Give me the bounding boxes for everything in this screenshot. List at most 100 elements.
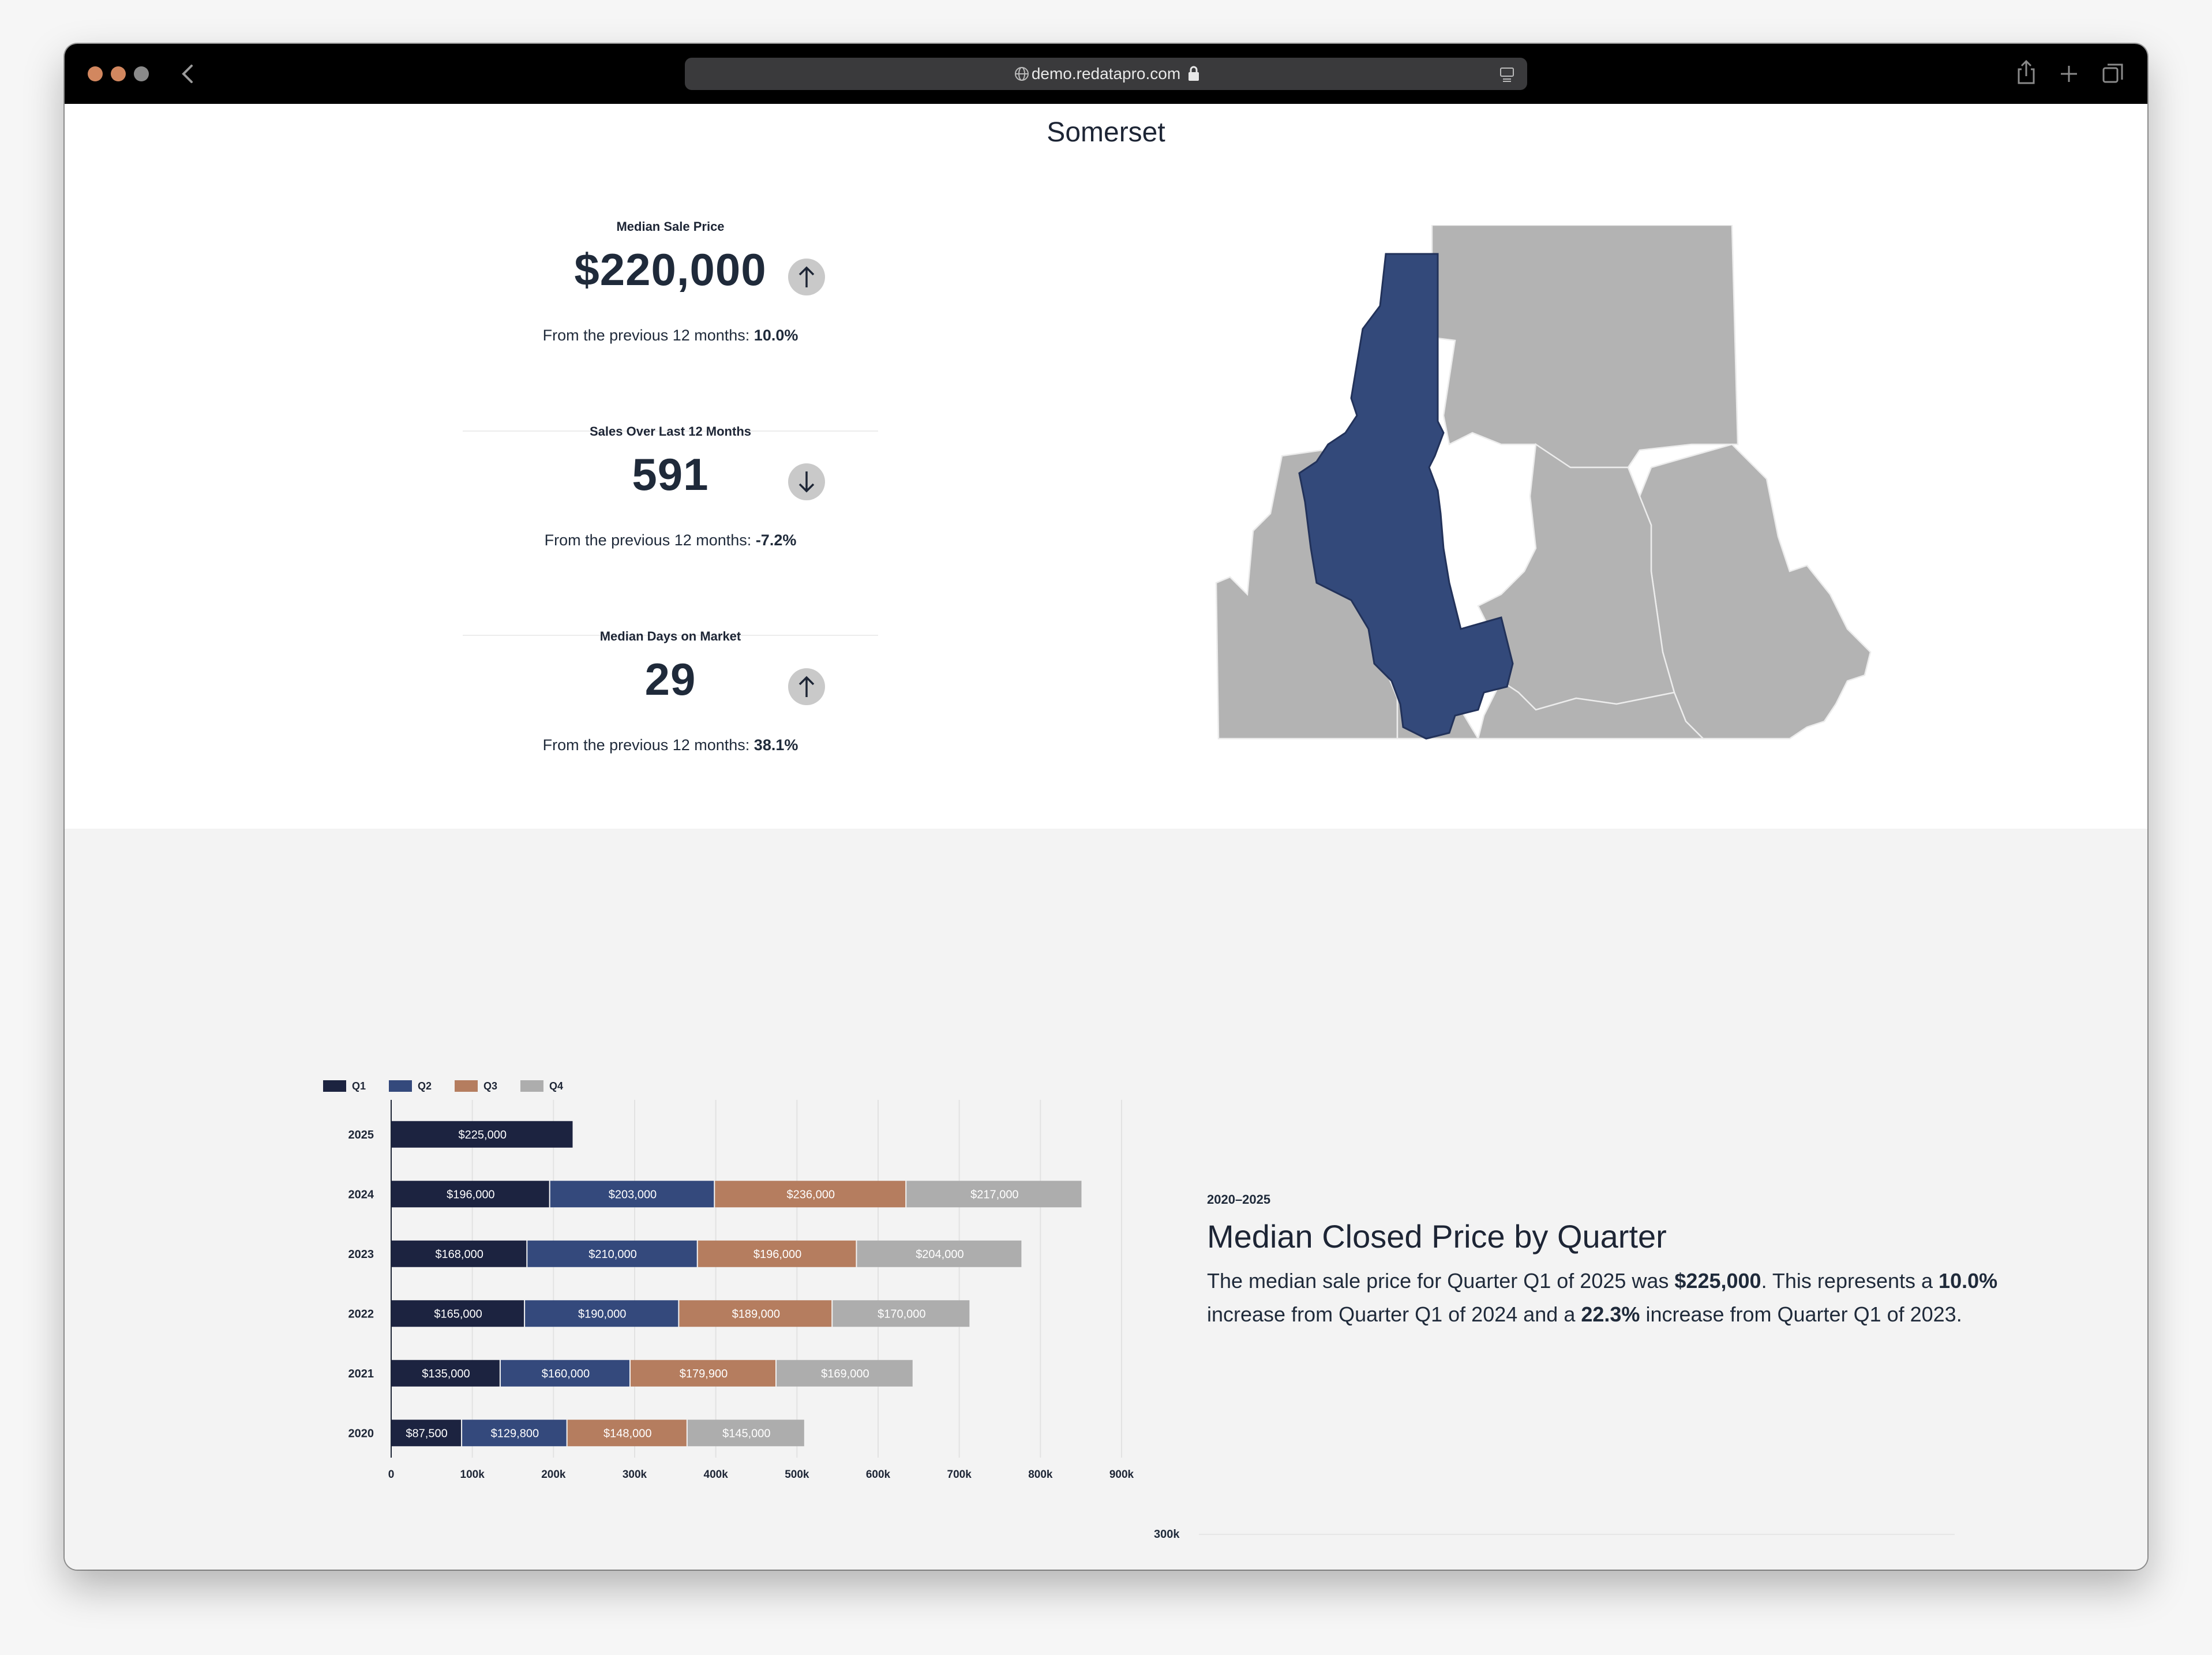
bar-label: $135,000 [422, 1368, 470, 1380]
bar-label: $170,000 [878, 1308, 925, 1320]
bar-label: $225,000 [459, 1129, 507, 1141]
x-tick-label: 700k [947, 1469, 972, 1481]
x-tick-label: 200k [541, 1469, 566, 1481]
county-map[interactable] [1213, 225, 1876, 744]
second-chart-tick: 300k [1154, 1528, 1180, 1541]
stat-divider [463, 430, 878, 432]
page-content: Somerset Median Sale Price $220,000 From… [65, 104, 2147, 1570]
x-tick-label: 900k [1109, 1469, 1134, 1481]
stat-value: $220,000 [574, 244, 767, 295]
bar-label: $190,000 [578, 1308, 626, 1320]
second-chart-gridline [1199, 1534, 1955, 1535]
zoom-window-button[interactable] [134, 66, 149, 81]
median-closed-price-chart: 0 100k 200k 300k 400k 500k 600k 700k 800k 900k 202… [348, 1100, 1134, 1481]
bar-label: $148,000 [603, 1427, 651, 1440]
stat-sales-last-12-months: Sales Over Last 12 Months 591 From the p… [463, 424, 878, 563]
y-tick-label: 2021 [348, 1368, 374, 1380]
stat-change: From the previous 12 months: -7.2% [544, 531, 797, 549]
stat-median-sale-price: Median Sale Price $220,000 From the prev… [463, 219, 878, 358]
browser-window: demo.redatapro.com Somers [65, 44, 2147, 1570]
chart-description-block: 2020–2025 Median Closed Price by Quarter… [1207, 1192, 2009, 1331]
bar-label: $179,900 [680, 1368, 728, 1380]
trend-up-icon [788, 668, 825, 705]
bar-label: $204,000 [916, 1248, 963, 1261]
trend-up-icon [788, 259, 825, 295]
summary-section: Somerset Median Sale Price $220,000 From… [65, 104, 2147, 829]
bar-label: $236,000 [787, 1188, 835, 1201]
x-tick-label: 0 [388, 1469, 395, 1481]
bar[interactable] [462, 1420, 567, 1447]
chart-years: 2020–2025 [1207, 1192, 1271, 1207]
x-tick-label: 500k [785, 1469, 809, 1481]
bar[interactable] [630, 1360, 776, 1387]
stat-divider [463, 635, 878, 636]
reader-icon[interactable] [1498, 66, 1516, 83]
bar[interactable] [391, 1300, 524, 1327]
bar-label: $196,000 [447, 1188, 494, 1201]
stat-label: Sales Over Last 12 Months [590, 424, 751, 439]
bar-label: $196,000 [753, 1248, 801, 1261]
bar-label: $169,000 [821, 1368, 869, 1380]
x-tick-label: 600k [866, 1469, 891, 1481]
bar-label: $189,000 [732, 1308, 780, 1320]
y-tick-label: 2020 [348, 1427, 374, 1440]
bar-label: $217,000 [970, 1188, 1018, 1201]
bar[interactable] [391, 1121, 573, 1148]
bar[interactable] [698, 1240, 856, 1267]
bar-label: $210,000 [588, 1248, 636, 1261]
browser-toolbar: demo.redatapro.com [65, 44, 2147, 104]
x-tick-label: 300k [623, 1469, 647, 1481]
chart-section: Q1 Q2 Q3 Q4 0 100k 200k 300k 400k 500k 600k 700… [65, 829, 2147, 1570]
bar[interactable] [527, 1240, 697, 1267]
somerset-county[interactable] [1298, 253, 1514, 740]
bar[interactable] [679, 1300, 832, 1327]
bar[interactable] [391, 1360, 500, 1387]
globe-icon [1015, 67, 1029, 81]
stat-change: From the previous 12 months: 38.1% [542, 736, 798, 754]
bar[interactable] [525, 1300, 678, 1327]
bar-label: $129,800 [491, 1427, 539, 1440]
bar[interactable] [687, 1420, 804, 1447]
stat-label: Median Sale Price [616, 219, 725, 234]
tabs-overview-icon[interactable] [2101, 62, 2124, 85]
stat-label: Median Days on Market [599, 629, 741, 643]
bar-label: $168,000 [435, 1248, 483, 1261]
bar-label: $87,500 [406, 1427, 447, 1440]
page-title: Somerset [1047, 117, 1165, 148]
bar[interactable] [906, 1181, 1082, 1208]
bar[interactable] [391, 1420, 462, 1447]
bar[interactable] [833, 1300, 970, 1327]
bar-label: $203,000 [609, 1188, 657, 1201]
stat-change: From the previous 12 months: 10.0% [542, 327, 798, 344]
bar[interactable] [715, 1181, 906, 1208]
bar[interactable] [550, 1181, 714, 1208]
url-text: demo.redatapro.com [1031, 65, 1181, 83]
bar[interactable] [777, 1360, 913, 1387]
stat-median-days-on-market: Median Days on Market 29 From the previo… [463, 629, 878, 767]
bar-label: $165,000 [434, 1308, 482, 1320]
stat-value: 29 [644, 654, 696, 705]
bar[interactable] [391, 1181, 549, 1208]
chart-title: Median Closed Price by Quarter [1207, 1218, 1667, 1255]
y-tick-label: 2023 [348, 1248, 374, 1261]
x-tick-label: 400k [704, 1469, 729, 1481]
bar[interactable] [391, 1240, 527, 1267]
bar[interactable] [500, 1360, 629, 1387]
bar[interactable] [857, 1240, 1022, 1267]
chart-description: The median sale price for Quarter Q1 of … [1207, 1269, 1998, 1326]
y-tick-label: 2022 [348, 1308, 374, 1320]
lock-icon [1189, 66, 1199, 81]
share-icon[interactable] [2016, 59, 2037, 87]
y-tick-label: 2025 [348, 1129, 374, 1141]
close-window-button[interactable] [88, 66, 103, 81]
bar[interactable] [567, 1420, 687, 1447]
x-tick-label: 800k [1028, 1469, 1053, 1481]
trend-down-icon [788, 463, 825, 500]
address-bar[interactable]: demo.redatapro.com [685, 58, 1527, 90]
bar-label: $145,000 [722, 1427, 770, 1440]
minimize-window-button[interactable] [111, 66, 126, 81]
back-icon[interactable] [179, 62, 196, 85]
x-tick-label: 100k [460, 1469, 485, 1481]
stat-value: 591 [632, 449, 709, 500]
new-tab-icon[interactable] [2059, 63, 2079, 84]
